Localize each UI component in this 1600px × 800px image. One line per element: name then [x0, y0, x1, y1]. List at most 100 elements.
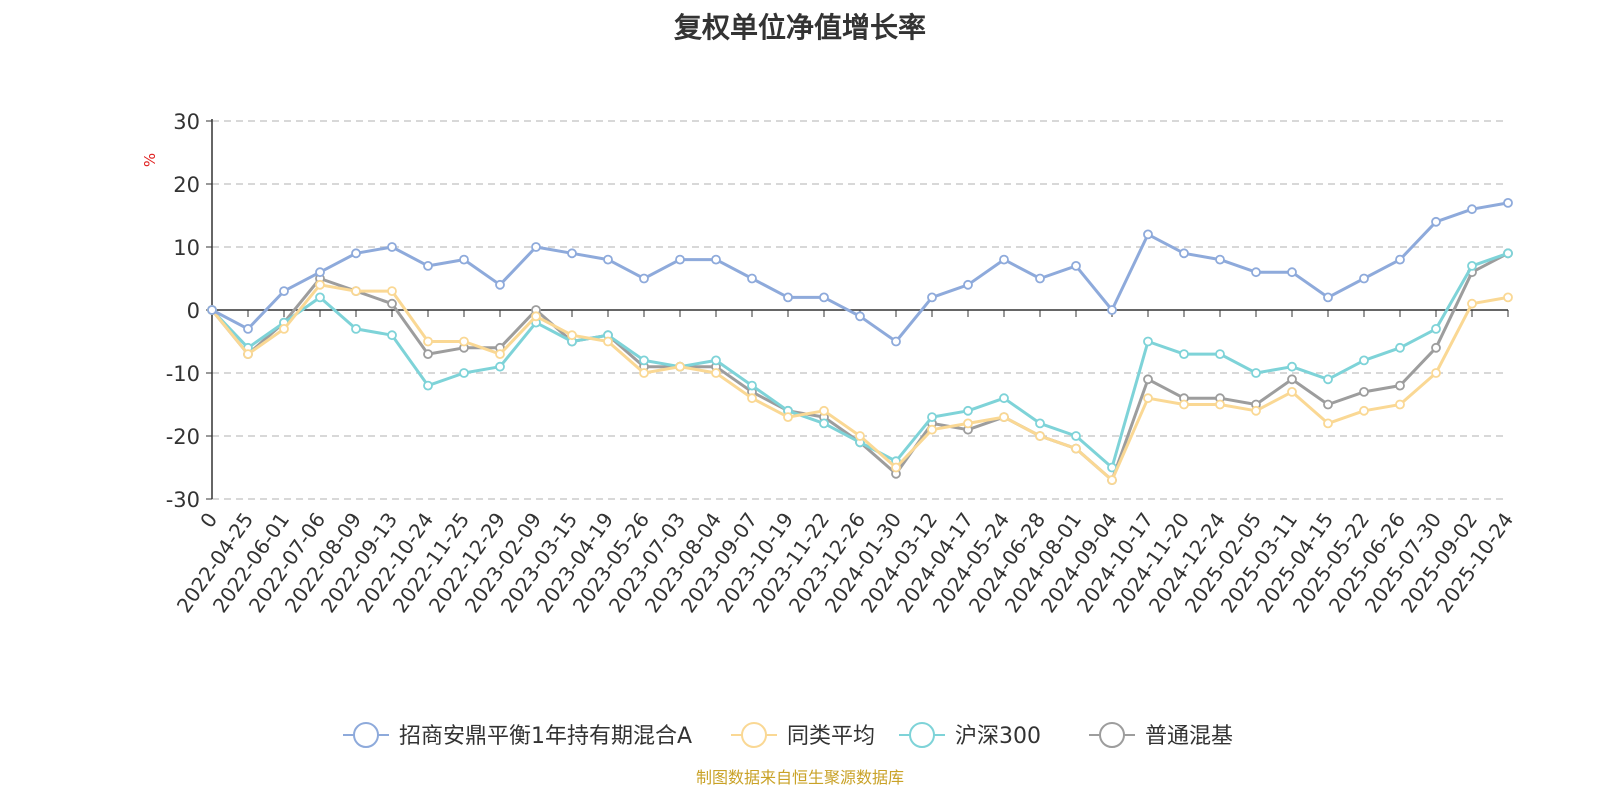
data-point [639, 368, 649, 378]
legend-circle-icon [1099, 722, 1125, 748]
data-point [1359, 386, 1369, 397]
grid-lines [212, 120, 1508, 500]
data-point [1071, 260, 1081, 271]
data-point [1431, 342, 1441, 353]
data-point [1251, 267, 1261, 278]
data-point [1143, 393, 1153, 404]
data-point [1179, 248, 1189, 259]
data-point [891, 336, 901, 347]
data-point [1215, 349, 1225, 360]
data-point [999, 393, 1009, 404]
data-point [531, 242, 541, 252]
data-point [1467, 260, 1477, 271]
data-point [1107, 305, 1117, 315]
legend-item[interactable]: 招商安鼎平衡1年持有期混合A [343, 722, 692, 749]
data-point [927, 292, 937, 303]
data-point [1431, 368, 1441, 378]
data-point [1323, 292, 1333, 303]
data-point [711, 254, 721, 265]
data-point [423, 336, 433, 347]
legend-item[interactable]: 沪深300 [899, 722, 1041, 749]
data-point [1395, 342, 1405, 353]
data-point [819, 405, 829, 416]
data-point [567, 330, 577, 341]
data-point [1359, 405, 1369, 416]
data-point [387, 298, 397, 309]
data-point [315, 267, 325, 278]
data-point [387, 330, 397, 341]
data-point [1431, 323, 1441, 334]
y-axis-unit-label: % [141, 153, 159, 167]
data-point [315, 292, 325, 303]
legend-item[interactable]: 同类平均 [731, 722, 875, 749]
data-point [423, 349, 433, 360]
data-point [747, 380, 757, 391]
x-tick-label: 0 [195, 508, 222, 532]
data-point [675, 254, 685, 265]
data-point [711, 355, 721, 366]
data-point [1395, 399, 1405, 410]
data-point [1287, 267, 1297, 278]
data-point [963, 418, 973, 429]
chart-title: 复权单位净值增长率 [673, 11, 926, 44]
legend-label: 沪深300 [955, 724, 1041, 749]
data-point [783, 412, 793, 423]
legend-label: 同类平均 [787, 724, 875, 749]
data-point [1431, 216, 1441, 227]
y-tick-label: 30 [173, 110, 200, 134]
data-point [927, 412, 937, 423]
legend: 招商安鼎平衡1年持有期混合A 同类平均 沪深300 普通混基 [343, 722, 1233, 749]
data-point [423, 260, 433, 271]
data-point [639, 273, 649, 284]
data-point [783, 292, 793, 303]
y-tick-label: -10 [166, 362, 200, 386]
data-point [855, 311, 865, 322]
data-point [1287, 386, 1297, 397]
data-point [1323, 374, 1333, 385]
data-point [1143, 336, 1153, 347]
legend-circle-icon [741, 722, 767, 748]
data-point [1035, 431, 1045, 441]
series-普通混基 [207, 248, 1513, 486]
data-point [1143, 229, 1153, 240]
data-point [1215, 254, 1225, 265]
data-point [747, 393, 757, 404]
legend-circle-icon [909, 722, 935, 748]
data-point [855, 431, 865, 441]
data-point [1359, 355, 1369, 366]
data-point [1251, 405, 1261, 416]
data-point [279, 286, 289, 297]
data-point [1251, 368, 1261, 378]
data-point [1215, 399, 1225, 410]
data-point [1359, 273, 1369, 284]
data-point [1107, 475, 1117, 486]
data-point [207, 305, 217, 315]
y-tick-label: -30 [166, 488, 200, 512]
data-point [459, 368, 469, 378]
series-lines [207, 197, 1513, 486]
data-point [387, 242, 397, 252]
data-point [927, 424, 937, 435]
y-tick-label: 20 [173, 173, 200, 197]
data-point [1071, 443, 1081, 454]
data-point [1287, 361, 1297, 372]
data-point [459, 336, 469, 347]
data-point [495, 361, 505, 372]
legend-item[interactable]: 普通混基 [1089, 722, 1233, 749]
data-point [1143, 374, 1153, 385]
data-point [1395, 254, 1405, 265]
data-point [999, 412, 1009, 423]
data-point [1035, 418, 1045, 429]
data-point [279, 323, 289, 334]
data-point [531, 311, 541, 322]
data-point [639, 355, 649, 366]
data-point [387, 286, 397, 297]
data-point [675, 361, 685, 372]
data-point [1071, 431, 1081, 441]
y-tick-label: 0 [187, 299, 200, 323]
data-source-note: 制图数据来自恒生聚源数据库 [695, 768, 904, 787]
data-point [423, 380, 433, 391]
data-point [495, 279, 505, 290]
legend-label: 招商安鼎平衡1年持有期混合A [399, 724, 692, 749]
